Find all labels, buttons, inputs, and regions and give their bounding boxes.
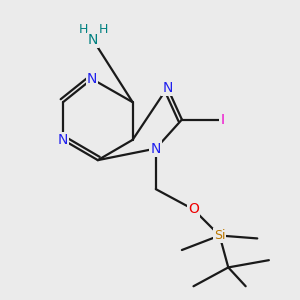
Text: N: N <box>162 81 172 95</box>
Text: N: N <box>151 142 161 156</box>
Text: N: N <box>58 133 68 147</box>
Text: H: H <box>79 22 88 36</box>
Text: N: N <box>88 33 98 47</box>
Text: N: N <box>87 72 97 86</box>
Text: H: H <box>98 22 108 36</box>
Text: I: I <box>220 112 224 127</box>
Text: Si: Si <box>214 229 225 242</box>
Text: O: O <box>188 202 199 216</box>
